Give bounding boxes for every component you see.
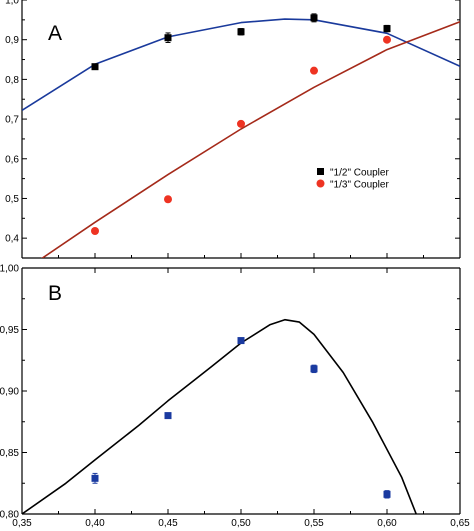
legend: "1/2" Coupler"1/3" Coupler — [316, 168, 389, 191]
legend-label: "1/2" Coupler — [330, 168, 389, 179]
legend-label: "1/3" Coupler — [330, 180, 389, 191]
data-point-square — [164, 34, 172, 42]
data-point-circle — [383, 35, 391, 44]
data-point-square — [91, 63, 99, 71]
y-tick-label: 0,7 — [5, 115, 19, 126]
panel-a: 0,4 0,5 0,6 0,7 0,8 0,9 1,0 A "1/2" Coupler"1/3"… — [5, 0, 461, 259]
x-tick-label: 0,40 — [85, 518, 105, 529]
x-tick-label: 0,50 — [231, 518, 251, 529]
data-point-square — [237, 28, 245, 36]
y-tick-label: 1,00 — [0, 264, 19, 275]
data-point-square — [91, 474, 99, 482]
y-tick-label: 0,95 — [0, 325, 19, 336]
panel-letter: B — [48, 282, 62, 305]
data-point-square — [310, 14, 318, 22]
x-tick-label: 0,55 — [304, 518, 324, 529]
y-tick-label: 0,80 — [0, 510, 19, 521]
y-tick-label: 0,8 — [5, 75, 19, 86]
plot-area — [22, 318, 417, 514]
y-tick-label: 1,0 — [5, 0, 19, 7]
y-tick-label: 0,90 — [0, 387, 19, 398]
x-tick-label: 0,65 — [450, 518, 470, 529]
fit-curve — [41, 21, 460, 258]
legend-swatch-square — [317, 168, 324, 175]
data-point-square — [383, 490, 391, 498]
data-point-square — [310, 365, 318, 373]
y-tick-label: 0,5 — [5, 194, 19, 205]
y-tick-label: 0,9 — [5, 35, 19, 46]
fit-curve — [22, 318, 417, 514]
data-point-circle — [237, 119, 245, 128]
data-point-square — [237, 337, 245, 345]
data-point-square — [383, 25, 391, 33]
fit-curve — [22, 18, 460, 111]
y-tick-label: 0,4 — [5, 234, 19, 245]
y-tick-label: 0,85 — [0, 448, 19, 459]
panel-b: 0,80 0,85 0,90 0,95 1,00 0,35 0,40 0,45 0,50 0,55… — [0, 264, 470, 530]
data-point-circle — [164, 195, 172, 204]
data-point-circle — [91, 227, 99, 236]
x-tick-label: 0,60 — [377, 518, 397, 529]
data-point-circle — [310, 66, 318, 75]
legend-swatch-circle — [316, 179, 325, 188]
x-tick-label: 0,35 — [12, 518, 32, 529]
data-point-square — [164, 412, 172, 420]
y-tick-label: 0,6 — [5, 154, 19, 165]
panel-letter: A — [48, 22, 62, 45]
x-tick-label: 0,45 — [158, 518, 178, 529]
plot-area — [22, 13, 460, 258]
